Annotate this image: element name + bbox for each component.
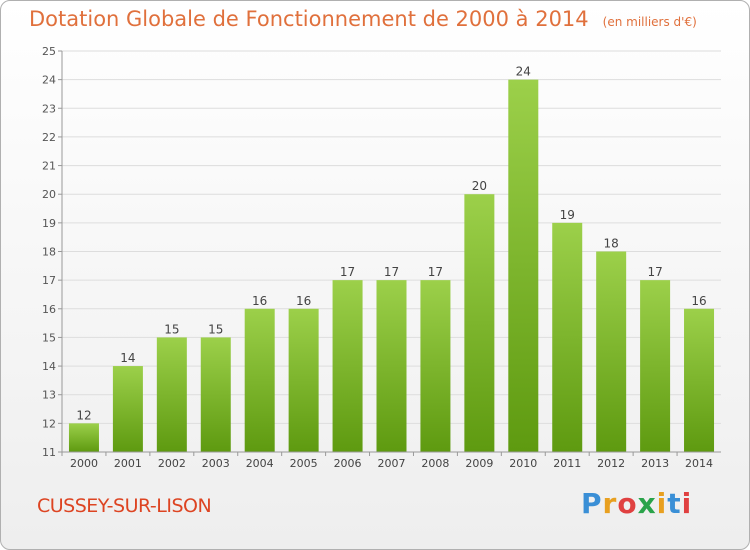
value-label-2007: 17 [384,265,399,279]
x-tick-label-2013: 2013 [641,457,669,470]
x-axis: 2000 2001 2002 2003 2004 2005 2006 2007 2008 2009… [61,451,721,470]
x-tick-label-2007: 2007 [378,457,406,470]
value-label-2002: 15 [164,322,179,336]
chart-title: Dotation Globale de Fonctionnement de 20… [29,7,697,31]
bars [68,79,715,453]
y-tick-label: 19 [42,217,56,230]
x-tick-label-2009: 2009 [465,457,493,470]
value-label-2000: 12 [76,408,91,422]
y-tick-label: 22 [42,131,56,144]
y-tick-label: 14 [42,360,56,373]
value-label-2003: 15 [208,322,223,336]
value-label-2014: 16 [691,294,706,308]
logo-letter: x [637,487,657,520]
value-label-2006: 17 [340,265,355,279]
x-tick-label-2006: 2006 [334,457,362,470]
value-label-2013: 17 [647,265,662,279]
y-tick-label: 18 [42,246,56,259]
x-tick-label-2011: 2011 [553,457,581,470]
x-tick-label-2002: 2002 [158,457,186,470]
chart-unit: (en milliers d'€) [602,15,697,29]
y-tick-label: 13 [42,389,56,402]
value-label-2010: 24 [516,65,531,79]
bar-2009 [464,194,495,452]
bar-2007 [376,280,407,452]
proxiti-logo: Proxiti [581,487,692,520]
logo-letter: P [581,487,603,520]
bar-2003 [200,337,231,452]
bar-2011 [552,222,583,452]
bar-2001 [112,366,143,452]
value-label-2008: 17 [428,265,443,279]
y-tick-label: 16 [42,303,56,316]
value-label-2011: 19 [560,208,575,222]
bar-2000 [68,423,99,452]
logo-letter: r [602,487,618,520]
bar-2014 [684,308,715,452]
value-label-2005: 16 [296,294,311,308]
y-tick-label: 23 [42,102,56,115]
x-tick-label-2000: 2000 [70,457,98,470]
bar-2002 [156,337,187,452]
bar-2005 [288,308,319,452]
x-tick-label-2004: 2004 [246,457,274,470]
value-label-2012: 18 [604,237,619,251]
bar-2013 [640,280,671,452]
value-label-2004: 16 [252,294,267,308]
y-tick-label: 11 [42,446,56,459]
x-tick-label-2010: 2010 [509,457,537,470]
y-tick-label: 20 [42,188,56,201]
bar-2004 [244,308,275,452]
bar-2008 [420,280,451,452]
y-tick-label: 25 [42,45,56,58]
x-tick-label-2005: 2005 [290,457,318,470]
y-tick-label: 12 [42,417,56,430]
value-labels: 12 14 15 15 16 16 17 17 17 20 24 19 18 17 16 [76,65,706,423]
y-axis: 11 12 13 14 15 16 17 18 19 20 21 22 23 24 25 [42,45,63,459]
commune-name: CUSSEY-SUR-LISON [37,495,212,517]
value-label-2001: 14 [120,351,135,365]
x-tick-label-2003: 2003 [202,457,230,470]
bar-2006 [332,280,363,452]
y-tick-label: 24 [42,74,56,87]
x-tick-label-2001: 2001 [114,457,142,470]
bar-2010 [508,79,539,453]
title-text: Dotation Globale de Fonctionnement de 20… [29,7,589,31]
logo-letter: i [656,487,668,520]
y-tick-label: 21 [42,160,56,173]
logo-letter: o [617,487,638,520]
y-tick-label: 17 [42,274,56,287]
x-tick-label-2014: 2014 [685,457,713,470]
x-tick-label-2012: 2012 [597,457,625,470]
logo-letter: t [667,487,682,520]
x-tick-label-2008: 2008 [421,457,449,470]
logo-letter: i [681,487,693,520]
y-tick-label: 15 [42,331,56,344]
value-label-2009: 20 [472,179,487,193]
bar-2012 [596,251,627,452]
